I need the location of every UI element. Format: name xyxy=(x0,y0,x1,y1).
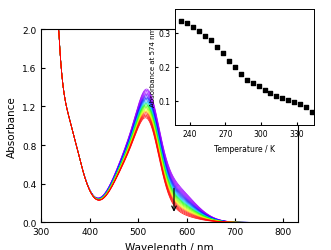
Point xyxy=(191,26,196,30)
Point xyxy=(304,106,309,110)
Point xyxy=(309,110,315,114)
Point xyxy=(209,39,214,43)
X-axis label: Wavelength / nm: Wavelength / nm xyxy=(125,242,214,250)
Point xyxy=(185,22,190,26)
Point xyxy=(244,78,249,82)
Point xyxy=(298,103,303,107)
Point xyxy=(226,60,232,64)
Point xyxy=(250,82,255,86)
Point xyxy=(268,92,273,96)
Point xyxy=(286,99,291,103)
Point xyxy=(292,100,297,104)
Point xyxy=(179,20,184,24)
Y-axis label: Absorbance: Absorbance xyxy=(7,96,17,157)
Point xyxy=(232,66,237,70)
Point xyxy=(262,88,267,92)
Point xyxy=(256,85,261,89)
Point xyxy=(220,52,226,56)
Point xyxy=(280,97,285,101)
Y-axis label: Absorbance at 574 nm: Absorbance at 574 nm xyxy=(150,28,156,107)
Point xyxy=(274,95,279,99)
Point xyxy=(203,34,208,38)
Point xyxy=(214,46,220,50)
Point xyxy=(238,73,243,77)
Point xyxy=(197,30,202,34)
X-axis label: Temperature / K: Temperature / K xyxy=(214,144,275,153)
